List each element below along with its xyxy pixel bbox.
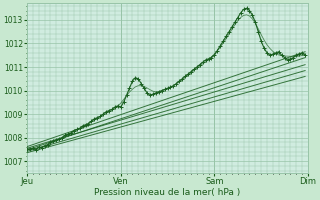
X-axis label: Pression niveau de la mer( hPa ): Pression niveau de la mer( hPa ) bbox=[94, 188, 241, 197]
